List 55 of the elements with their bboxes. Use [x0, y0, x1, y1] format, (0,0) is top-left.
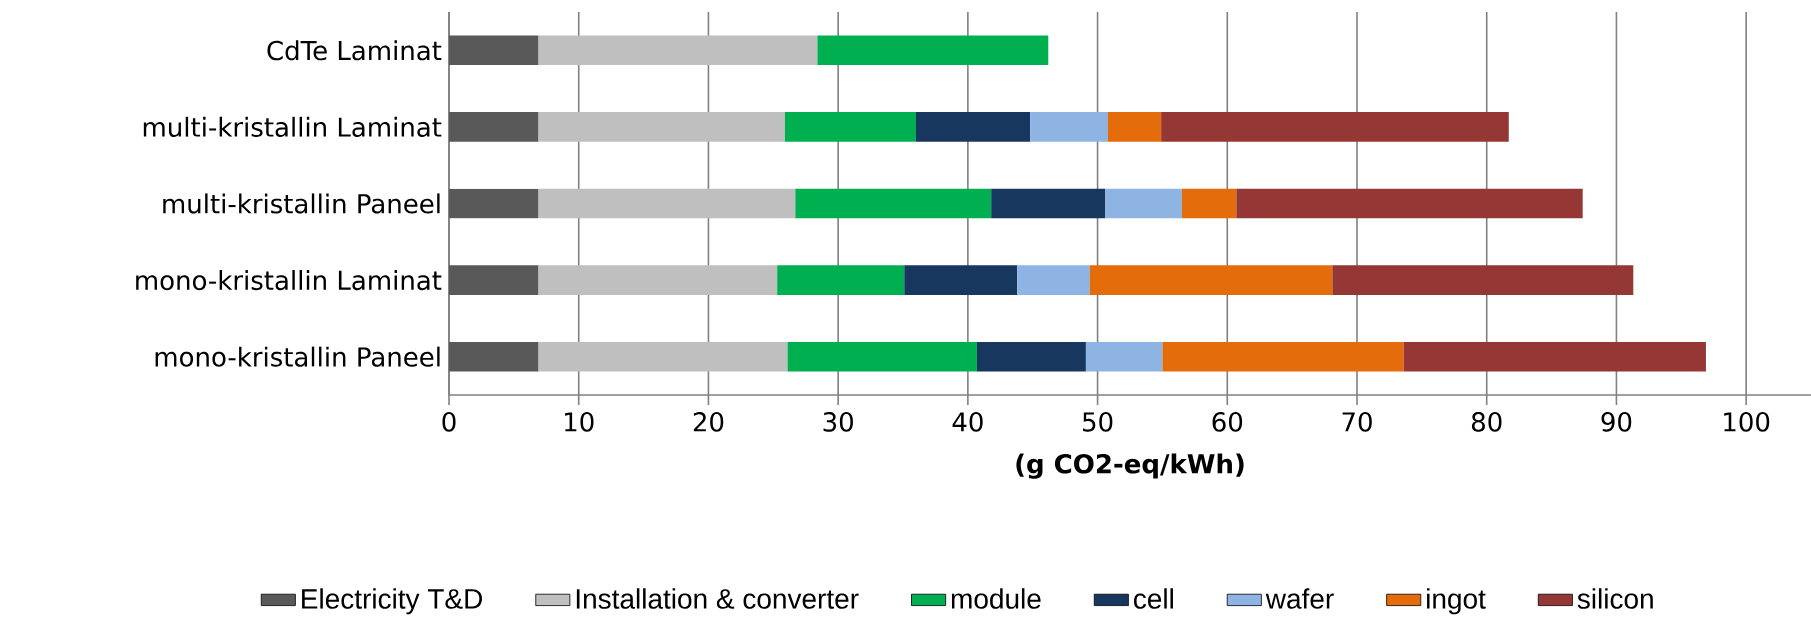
bar [991, 188, 1106, 219]
bar [976, 341, 1086, 372]
bar [1332, 265, 1634, 295]
bar [538, 35, 818, 66]
y-tick-label: multi-kristallin Laminat [143, 116, 442, 137]
x-tick-label: 100 [1724, 412, 1770, 432]
x-tick-label: 40 [952, 412, 983, 432]
x-axis-title: (g CO2-eq/kWh) [1016, 453, 1244, 479]
legend-label: module [951, 588, 1041, 609]
x-tick-label: 0 [442, 412, 456, 432]
bar [915, 112, 1031, 142]
bar [1162, 341, 1404, 372]
x-tick-label: 90 [1601, 412, 1632, 432]
x-tick-label: 50 [1083, 412, 1113, 432]
bar [1089, 265, 1333, 295]
bar [1017, 265, 1090, 295]
bar [538, 265, 778, 295]
bar [449, 35, 539, 66]
x-tick-label: 60 [1212, 412, 1243, 432]
bar [449, 112, 539, 142]
x-tick-label: 70 [1342, 412, 1372, 432]
legend-label: Installation & converter [576, 588, 859, 609]
y-tick-label: CdTe Laminat [267, 40, 442, 61]
x-tick-label: 30 [823, 412, 853, 432]
bar [538, 341, 788, 372]
bar [777, 265, 905, 295]
bar [449, 188, 539, 219]
x-tick-label: 80 [1471, 412, 1502, 432]
y-tick-label: multi-kristallin Paneel [163, 193, 440, 214]
bar [449, 265, 539, 295]
bar [538, 188, 796, 219]
bar [1085, 341, 1163, 372]
bar [1030, 112, 1108, 142]
bar [904, 265, 1018, 295]
y-tick-label: mono-kristallin Laminat [136, 270, 442, 291]
legend-label: wafer [1265, 588, 1334, 609]
bar [1181, 188, 1237, 219]
x-tick-label: 20 [693, 412, 724, 432]
bar [817, 35, 1049, 66]
bar [1107, 112, 1162, 142]
bar [1403, 341, 1706, 372]
bar [538, 112, 785, 142]
legend-label: silicon [1577, 588, 1653, 609]
legend-label: Electricity T&D [302, 588, 482, 615]
bar [1236, 188, 1583, 219]
bar [784, 112, 916, 142]
bar [449, 341, 539, 372]
bar [1161, 112, 1509, 142]
bar [795, 188, 992, 219]
y-tick-label: mono-kristallin Paneel [155, 346, 440, 367]
legend-label: cell [1134, 588, 1173, 609]
bar [787, 341, 977, 372]
x-tick-label: 10 [565, 412, 594, 432]
bar [1105, 188, 1182, 219]
legend-label: ingot [1427, 588, 1486, 615]
